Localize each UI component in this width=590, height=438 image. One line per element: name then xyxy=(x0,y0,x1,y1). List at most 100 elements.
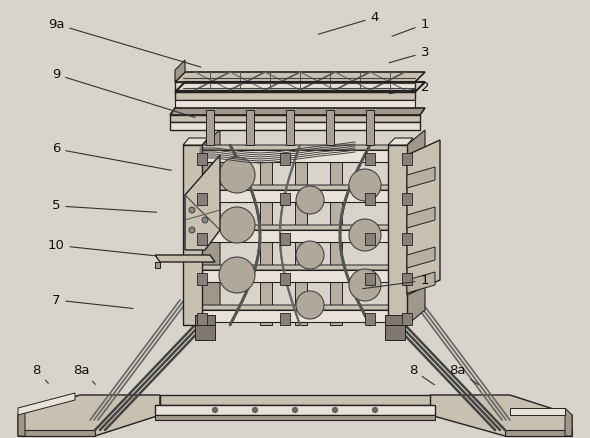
Bar xyxy=(280,193,290,205)
Text: 7: 7 xyxy=(52,293,133,308)
Polygon shape xyxy=(155,405,435,415)
Circle shape xyxy=(333,407,337,413)
Polygon shape xyxy=(183,145,407,150)
Circle shape xyxy=(189,207,195,213)
Circle shape xyxy=(253,407,257,413)
Bar xyxy=(286,110,294,145)
Bar xyxy=(280,313,290,325)
Bar xyxy=(402,233,412,245)
Circle shape xyxy=(296,291,324,319)
Bar xyxy=(365,233,375,245)
Polygon shape xyxy=(160,395,430,405)
Bar xyxy=(280,233,290,245)
Text: 6: 6 xyxy=(52,142,171,170)
Polygon shape xyxy=(385,315,405,330)
Text: 9: 9 xyxy=(52,68,195,117)
Polygon shape xyxy=(407,247,435,268)
Text: 2: 2 xyxy=(389,81,429,94)
Bar xyxy=(365,273,375,285)
Polygon shape xyxy=(185,155,220,250)
Polygon shape xyxy=(175,100,415,110)
Circle shape xyxy=(293,407,297,413)
Polygon shape xyxy=(183,185,407,190)
Bar xyxy=(365,193,375,205)
Polygon shape xyxy=(170,122,420,130)
Polygon shape xyxy=(175,92,415,100)
Text: 8: 8 xyxy=(409,364,434,385)
Polygon shape xyxy=(170,108,425,115)
Bar xyxy=(326,110,334,145)
Text: 8: 8 xyxy=(32,364,48,383)
Bar xyxy=(402,193,412,205)
Text: 10: 10 xyxy=(48,239,156,256)
Text: 3: 3 xyxy=(389,46,429,63)
Polygon shape xyxy=(407,272,435,293)
Polygon shape xyxy=(385,325,405,340)
Polygon shape xyxy=(155,262,160,268)
Bar xyxy=(197,153,207,165)
Polygon shape xyxy=(260,145,272,325)
Text: 5: 5 xyxy=(52,199,156,212)
Bar xyxy=(280,153,290,165)
Polygon shape xyxy=(183,138,208,145)
Circle shape xyxy=(296,241,324,269)
Polygon shape xyxy=(170,115,420,122)
Bar xyxy=(366,110,374,145)
Polygon shape xyxy=(175,72,425,82)
Polygon shape xyxy=(183,225,407,230)
Circle shape xyxy=(349,219,381,251)
Polygon shape xyxy=(202,150,407,162)
Circle shape xyxy=(202,217,208,223)
Polygon shape xyxy=(18,393,75,415)
Polygon shape xyxy=(565,408,572,436)
Polygon shape xyxy=(505,430,572,436)
Bar xyxy=(197,313,207,325)
Polygon shape xyxy=(155,415,435,420)
Polygon shape xyxy=(183,305,407,310)
Circle shape xyxy=(349,169,381,201)
Polygon shape xyxy=(510,408,565,415)
Text: 1: 1 xyxy=(392,18,429,36)
Polygon shape xyxy=(202,230,407,242)
Bar xyxy=(402,313,412,325)
Polygon shape xyxy=(195,325,215,340)
Circle shape xyxy=(296,186,324,214)
Bar xyxy=(246,110,254,145)
Polygon shape xyxy=(195,315,215,330)
Circle shape xyxy=(349,269,381,301)
Circle shape xyxy=(219,257,255,293)
Bar xyxy=(197,233,207,245)
Polygon shape xyxy=(202,190,407,202)
Polygon shape xyxy=(330,145,342,325)
Polygon shape xyxy=(407,207,435,228)
Bar xyxy=(280,273,290,285)
Polygon shape xyxy=(407,140,440,295)
Polygon shape xyxy=(407,130,425,325)
Bar xyxy=(197,193,207,205)
Polygon shape xyxy=(18,408,25,436)
Polygon shape xyxy=(183,265,407,270)
Bar xyxy=(402,273,412,285)
Polygon shape xyxy=(295,145,307,325)
Bar xyxy=(402,153,412,165)
Polygon shape xyxy=(388,138,413,145)
Polygon shape xyxy=(155,255,215,262)
Polygon shape xyxy=(388,145,407,325)
Polygon shape xyxy=(202,130,220,325)
Text: 9a: 9a xyxy=(48,18,201,67)
Polygon shape xyxy=(407,167,435,188)
Bar xyxy=(365,313,375,325)
Circle shape xyxy=(372,407,378,413)
Polygon shape xyxy=(202,310,407,322)
Polygon shape xyxy=(430,395,572,436)
Polygon shape xyxy=(18,395,160,436)
Polygon shape xyxy=(202,270,407,282)
Text: 1: 1 xyxy=(363,274,429,289)
Text: 4: 4 xyxy=(319,11,379,34)
Polygon shape xyxy=(175,82,415,90)
Polygon shape xyxy=(175,60,185,82)
Circle shape xyxy=(219,157,255,193)
Circle shape xyxy=(212,407,218,413)
Bar xyxy=(365,153,375,165)
Bar xyxy=(206,110,214,145)
